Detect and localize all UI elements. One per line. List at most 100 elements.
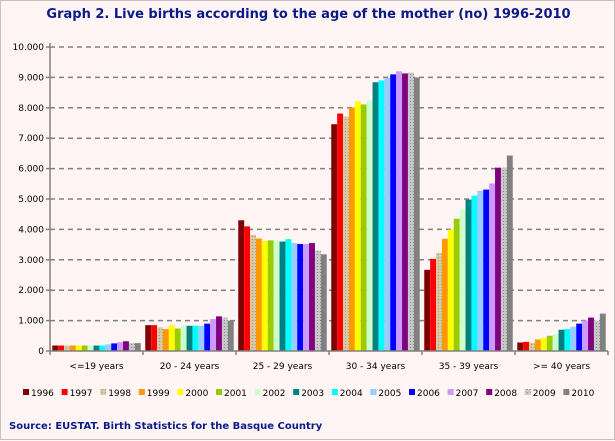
legend-label-1996: 1996	[31, 389, 54, 399]
y-tick-label: 2.000	[18, 286, 44, 296]
bar-2008-4	[495, 167, 501, 351]
bar-2001-2	[267, 240, 274, 351]
legend-label-2005: 2005	[378, 389, 401, 399]
bar-2007-5	[582, 320, 589, 351]
bar-2007-2	[303, 243, 310, 351]
bar-2009-4	[500, 167, 507, 351]
x-tick-label: 25 - 29 years	[253, 362, 313, 372]
bar-2002-0	[87, 345, 94, 351]
bar-2006-5	[576, 323, 583, 351]
bar-2005-3	[384, 78, 391, 352]
bar-1996-1	[145, 325, 152, 351]
x-tick-label: 30 - 34 years	[346, 362, 406, 372]
x-tick-label: >= 40 years	[533, 362, 590, 372]
bar-1996-5	[517, 342, 524, 351]
chart-source: Source: EUSTAT. Birth Statistics for the…	[9, 421, 323, 432]
legend-swatch-1997	[61, 389, 68, 395]
bar-2001-5	[546, 335, 553, 351]
legend-swatch-2008	[486, 389, 493, 395]
bar-1997-3	[337, 113, 344, 352]
bar-2002-4	[459, 209, 466, 351]
y-tick-label: 7.000	[18, 134, 44, 144]
legend-swatch-2000	[177, 389, 184, 395]
bar-2005-5	[570, 326, 577, 351]
bar-1998-4	[436, 252, 442, 351]
bar-2005-1	[198, 325, 205, 351]
bar-2010-5	[599, 313, 606, 351]
bar-2007-3	[396, 71, 403, 351]
legend-label-2007: 2007	[456, 389, 479, 399]
bar-2007-4	[489, 183, 496, 351]
bar-2005-0	[105, 344, 112, 351]
bar-2000-0	[75, 345, 82, 351]
bar-2005-2	[291, 243, 298, 351]
bar-2008-5	[588, 317, 594, 351]
bar-2000-3	[354, 101, 361, 351]
y-tick-label: 8.000	[18, 104, 44, 114]
legend-label-2009: 2009	[533, 389, 556, 399]
legend-label-1997: 1997	[70, 389, 93, 399]
bar-2009-0	[128, 343, 135, 351]
bar-2009-1	[221, 317, 228, 351]
bar-1999-0	[69, 345, 76, 351]
bar-2006-3	[390, 74, 397, 352]
bar-1999-4	[441, 238, 448, 351]
bar-2003-0	[93, 345, 100, 351]
legend-label-1998: 1998	[108, 389, 131, 399]
bar-2004-1	[192, 325, 199, 351]
bar-2008-1	[216, 316, 222, 351]
bar-2004-5	[564, 329, 571, 351]
bar-1999-1	[162, 329, 169, 351]
bar-1997-0	[58, 345, 65, 351]
y-tick-label: 4.000	[18, 225, 44, 235]
bar-2004-3	[378, 80, 385, 351]
bar-2001-0	[81, 345, 88, 351]
bar-2006-4	[483, 189, 490, 351]
legend-swatch-1999	[138, 389, 145, 395]
legend-label-2008: 2008	[494, 389, 517, 399]
bar-2001-1	[174, 328, 181, 351]
bar-2003-1	[186, 325, 193, 351]
bar-2000-1	[168, 325, 175, 351]
bar-2002-3	[366, 100, 373, 351]
bar-2006-2	[297, 243, 304, 351]
legend-label-2002: 2002	[263, 389, 286, 399]
legend-swatch-1998	[100, 389, 107, 395]
bar-1996-0	[52, 345, 59, 351]
bar-2010-2	[320, 254, 327, 351]
bar-1998-2	[250, 234, 256, 351]
bar-2010-3	[413, 77, 420, 352]
bar-2000-4	[447, 229, 454, 351]
legend-swatch-2001	[216, 389, 222, 395]
y-tick-label: 0	[38, 347, 44, 357]
bar-2008-2	[309, 243, 315, 351]
x-tick-label: 20 - 24 years	[160, 362, 220, 372]
bar-1998-5	[529, 342, 535, 351]
bar-2005-4	[477, 190, 484, 351]
legend-swatch-2009	[524, 389, 531, 395]
legend-swatch-2007	[447, 389, 454, 395]
bar-1997-2	[244, 226, 251, 351]
legend-swatch-1996	[23, 389, 29, 395]
legend-swatch-2006	[409, 389, 415, 395]
legend-label-2000: 2000	[185, 389, 208, 399]
bar-2007-1	[210, 319, 217, 351]
x-tick-label: 35 - 39 years	[439, 362, 499, 372]
bar-2000-2	[261, 240, 268, 351]
chart-title: Graph 2. Live births according to the ag…	[46, 7, 571, 22]
bar-2000-5	[540, 337, 547, 351]
bar-2009-2	[314, 250, 321, 351]
bar-1997-5	[523, 341, 530, 351]
legend-swatch-2004	[331, 389, 338, 395]
y-tick-label: 9.000	[18, 73, 44, 83]
bar-2006-1	[204, 323, 211, 351]
legend-label-2001: 2001	[224, 389, 247, 399]
bar-2002-2	[273, 240, 280, 351]
bar-2003-3	[372, 82, 379, 351]
legend-swatch-2005	[370, 389, 377, 395]
legend-swatch-2003	[293, 389, 300, 395]
bar-1996-3	[331, 124, 338, 351]
bar-1997-1	[151, 325, 158, 351]
bar-2007-0	[117, 342, 124, 351]
legend-label-2006: 2006	[417, 389, 440, 399]
